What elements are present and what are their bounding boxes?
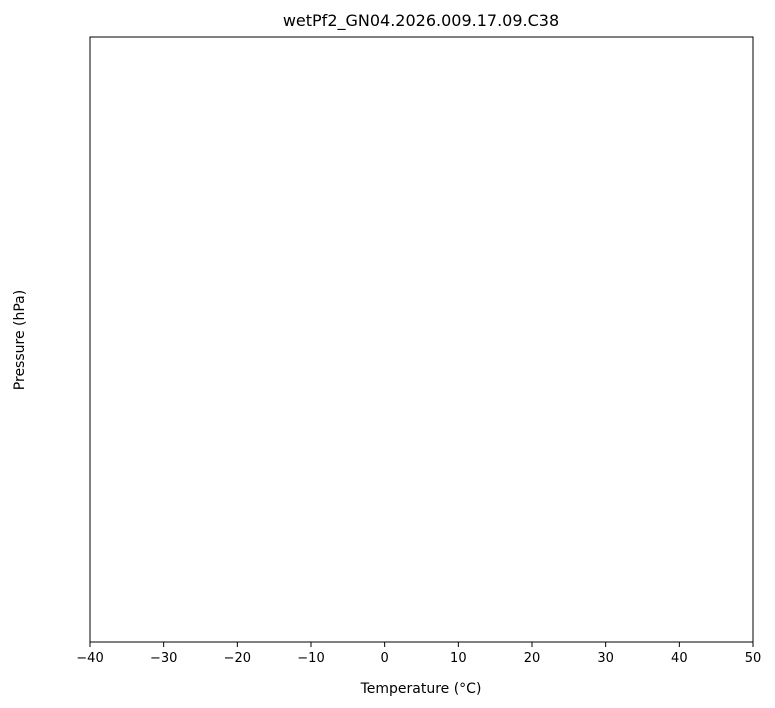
chart-title: wetPf2_GN04.2026.009.17.09.C38 — [283, 11, 559, 31]
y-axis-label: Pressure (hPa) — [12, 290, 28, 390]
x-tick-label: 50 — [745, 651, 762, 666]
x-tick-label: 0 — [381, 651, 389, 666]
x-tick-label: −40 — [76, 651, 103, 666]
x-tick-label: −20 — [224, 651, 251, 666]
x-tick-label: 40 — [671, 651, 688, 666]
plot-frame — [89, 36, 754, 643]
x-tick-label: 30 — [597, 651, 614, 666]
x-tick-label: −10 — [297, 651, 324, 666]
x-tick-label: −30 — [150, 651, 177, 666]
x-tick-label: 10 — [450, 651, 467, 666]
x-axis-label: Temperature (°C) — [360, 681, 482, 697]
x-axis-ticks: −40 −30 −20 −10 0 10 20 30 40 50 — [76, 642, 761, 666]
x-tick-label: 20 — [524, 651, 541, 666]
